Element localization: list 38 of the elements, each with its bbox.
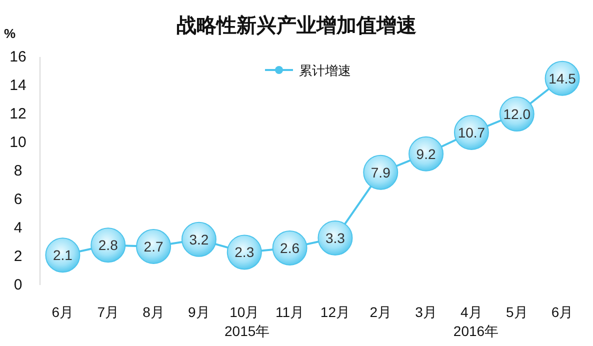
x-tick-label: 11月: [276, 304, 304, 320]
y-tick-label: 10: [10, 134, 26, 151]
y-tick-label: 6: [14, 191, 22, 208]
x-tick-label: 4月: [460, 304, 482, 320]
y-tick-label: 0: [14, 276, 22, 294]
data-label: 2.8: [98, 237, 118, 254]
y-tick-label: 4: [14, 220, 22, 236]
y-tick-label: 8: [14, 162, 22, 180]
data-label: 2.1: [52, 247, 73, 264]
data-label: 12.0: [503, 106, 531, 122]
x-tick-label: 6月: [52, 304, 74, 320]
data-label: 2.7: [144, 238, 164, 255]
data-label: 14.5: [548, 70, 576, 86]
x-tick-label: 10月: [230, 304, 260, 320]
y-tick-label: 2: [14, 248, 22, 265]
x-tick-label: 3月: [415, 304, 437, 320]
x-tick-label: 8月: [142, 304, 164, 320]
x-tick-label: 6月: [551, 304, 574, 320]
y-axis-title: %: [4, 26, 16, 41]
legend-label: 累计增速: [299, 63, 351, 78]
data-label: 9.2: [416, 146, 436, 162]
data-label: 7.9: [370, 164, 391, 180]
data-label: 2.6: [280, 240, 300, 256]
x-tick-label: 9月: [188, 304, 210, 320]
x-tick-label: 2月: [370, 304, 392, 320]
y-tick-label: 14: [10, 77, 26, 94]
y-tick-label: 12: [10, 106, 26, 122]
y-tick-label: 16: [10, 48, 26, 66]
data-label: 3.3: [325, 230, 346, 246]
data-label: 3.2: [189, 231, 209, 248]
x-tick-label: 7月: [97, 304, 120, 320]
x-tick-label: 5月: [506, 304, 528, 320]
text: 2016年: [453, 323, 499, 339]
chart-title: 战略性新兴产业增加值增速: [176, 14, 416, 37]
x-tick-label: 12月: [320, 304, 350, 320]
data-label: 2.3: [234, 244, 254, 260]
text: 2015年: [224, 323, 270, 339]
data-label: 10.7: [458, 124, 486, 141]
